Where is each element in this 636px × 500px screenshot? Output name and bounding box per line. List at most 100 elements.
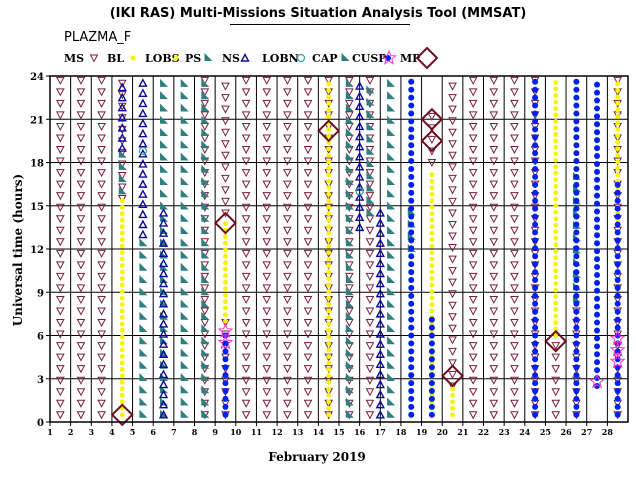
point-ps — [180, 127, 189, 136]
point-ms — [510, 365, 519, 374]
point-bl — [326, 308, 332, 314]
point-ms — [365, 76, 375, 85]
point-ps — [345, 225, 354, 234]
point-ps — [201, 189, 210, 198]
point-ps — [366, 109, 375, 118]
x-tick-label: 1 — [47, 427, 53, 437]
point-ns — [158, 409, 169, 419]
point-ms — [468, 353, 478, 362]
point-ps — [180, 250, 189, 259]
point-cusp — [532, 229, 539, 236]
point-ps — [201, 409, 210, 418]
point-ms — [324, 76, 334, 85]
point-cusp — [573, 316, 580, 323]
point-bl — [119, 341, 125, 346]
point-cusp — [408, 308, 415, 315]
point-ns — [354, 192, 365, 201]
point-ps — [387, 103, 396, 112]
point-bl — [326, 315, 332, 320]
point-cusp — [408, 364, 415, 371]
point-ms — [468, 180, 478, 189]
point-ms — [489, 203, 499, 212]
mp-diamond-point — [420, 129, 444, 153]
point-cusp — [573, 150, 580, 157]
mp-diamond-point — [441, 364, 464, 388]
point-ms — [551, 399, 561, 408]
point-ms — [510, 261, 519, 270]
point-ps — [201, 348, 210, 357]
point-cusp — [573, 245, 580, 252]
legend-item-lobn: LOBN — [262, 52, 306, 65]
point-ms — [283, 99, 292, 108]
y-tick-label: 12 — [30, 245, 44, 256]
point-bl — [429, 172, 435, 178]
legend-label: LOBN — [262, 52, 299, 65]
point-ps — [345, 103, 354, 112]
point-ms — [510, 134, 519, 143]
point-ps — [387, 78, 396, 87]
point-ms — [510, 284, 519, 293]
point-bl — [326, 334, 332, 340]
point-cusp — [614, 395, 621, 402]
point-bl — [223, 312, 228, 317]
point-cusp — [573, 78, 580, 85]
point-cusp — [408, 237, 415, 244]
point-ps — [387, 373, 396, 382]
point-ms — [303, 307, 313, 316]
point-ps — [345, 140, 354, 149]
point-bl — [119, 237, 125, 243]
point-ps — [345, 152, 354, 161]
point-ms — [241, 180, 251, 189]
series-mp-diamond — [110, 107, 568, 427]
point-bl — [553, 112, 559, 118]
point-ms — [489, 388, 499, 397]
point-ms — [448, 324, 457, 333]
point-cusp — [408, 411, 415, 418]
point-cusp — [614, 261, 621, 268]
point-cusp — [428, 403, 435, 410]
point-ms — [55, 272, 65, 281]
point-bl — [615, 100, 621, 106]
point-ms — [76, 180, 86, 189]
point-cusp — [614, 189, 621, 196]
point-ms — [551, 342, 561, 351]
point-ms — [117, 171, 127, 181]
point-ms — [221, 163, 230, 172]
point-bl — [615, 152, 621, 158]
point-cusp — [573, 340, 580, 347]
point-ms — [510, 88, 519, 97]
point-ms — [241, 249, 251, 258]
point-ns — [158, 238, 169, 247]
point-ms — [489, 342, 499, 351]
point-bl — [223, 266, 228, 272]
point-cusp — [408, 276, 415, 283]
point-ms — [241, 192, 251, 201]
point-ps — [201, 336, 210, 345]
series-mp-star — [217, 322, 626, 389]
point-bl — [119, 315, 125, 320]
point-bl — [553, 106, 559, 111]
point-bl — [326, 360, 332, 366]
point-ms — [97, 215, 106, 224]
point-ms — [283, 284, 292, 293]
point-ps — [387, 385, 396, 394]
point-bl — [553, 203, 559, 209]
point-ns — [158, 389, 169, 399]
point-ms — [489, 146, 499, 155]
point-cusp — [532, 292, 539, 299]
point-ms — [448, 140, 457, 149]
point-cusp — [573, 94, 580, 101]
point-cusp — [573, 165, 580, 172]
point-ms — [489, 88, 499, 97]
point-ps — [387, 299, 396, 308]
point-cusp — [408, 372, 415, 379]
point-cusp — [573, 173, 580, 180]
point-cusp — [408, 86, 415, 93]
point-ps — [180, 213, 189, 222]
point-cusp — [594, 145, 601, 152]
point-cusp — [532, 213, 539, 220]
point-bl — [326, 159, 332, 165]
point-ms — [365, 261, 375, 270]
point-bl — [326, 321, 332, 327]
point-ms — [489, 157, 499, 166]
